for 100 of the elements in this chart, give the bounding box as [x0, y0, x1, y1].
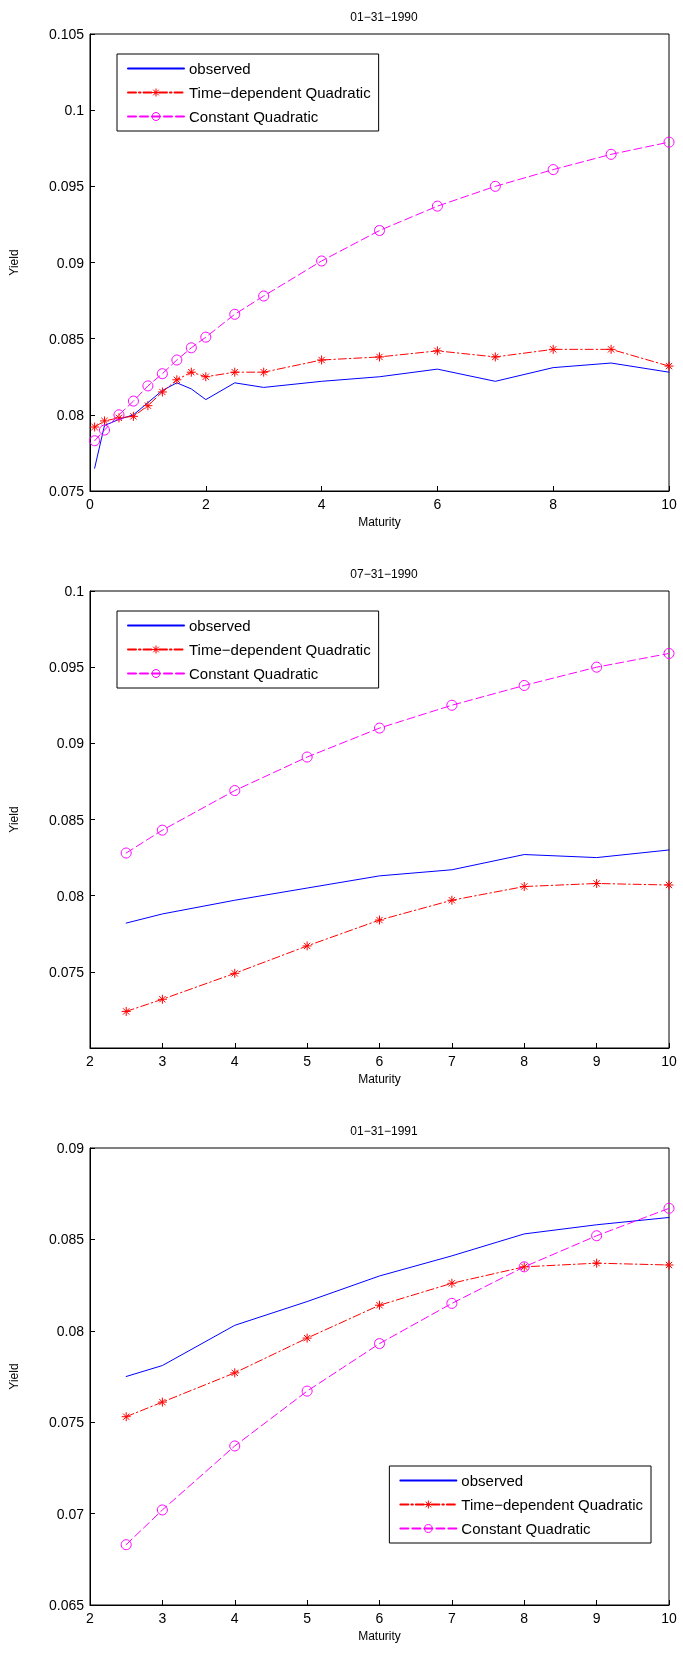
x-tick-label: 3	[158, 1610, 167, 1626]
x-axis-title: Maturity	[358, 1628, 401, 1643]
point	[489, 180, 501, 192]
legend-label: Time−dependent Quadratic	[461, 1496, 644, 1513]
point	[316, 354, 327, 365]
line-series	[125, 1216, 670, 1377]
point	[663, 647, 675, 659]
point	[519, 881, 530, 892]
y-tick-label: 0.08	[56, 406, 85, 423]
point	[157, 994, 168, 1005]
point	[157, 1397, 168, 1408]
point	[518, 679, 530, 691]
point	[98, 424, 110, 436]
y-tick-label: 0.085	[48, 330, 85, 347]
point	[229, 785, 241, 797]
x-tick-label: 9	[592, 1053, 601, 1069]
y-axis-title: Yield	[7, 249, 21, 276]
y-tick-label: 0.095	[48, 178, 85, 195]
point	[605, 148, 617, 160]
chart-title: 01−31−1990	[350, 10, 419, 24]
legend-label: Time−dependent Quadratic	[189, 84, 372, 101]
point	[374, 1338, 385, 1350]
y-tick-label: 0.1	[64, 102, 85, 119]
y-axis-title: Yield	[7, 1363, 21, 1390]
chart-title: 07−31−1990	[350, 567, 419, 581]
point	[89, 422, 100, 433]
x-tick-label: 4	[317, 496, 326, 512]
point	[431, 200, 443, 212]
point	[302, 1333, 313, 1344]
y-tick-label: 0.095	[48, 659, 85, 676]
point	[591, 878, 602, 889]
point	[490, 351, 501, 362]
line-series	[94, 362, 670, 469]
x-tick-label: 2	[201, 496, 210, 512]
y-tick-label: 0.075	[48, 483, 85, 499]
point	[664, 361, 674, 372]
point	[120, 1539, 132, 1551]
y-tick-label: 0.085	[48, 1231, 85, 1248]
point	[432, 345, 443, 356]
point	[302, 940, 313, 951]
line-series	[125, 849, 670, 924]
point	[591, 1230, 603, 1242]
point	[229, 968, 240, 979]
x-tick-label: 6	[433, 496, 442, 512]
y-tick-label: 0.075	[48, 963, 85, 980]
x-tick-label: 8	[520, 1610, 529, 1626]
point	[301, 1385, 313, 1397]
point	[374, 225, 385, 237]
point	[156, 368, 168, 380]
point	[229, 367, 240, 378]
y-tick-label: 0.09	[56, 254, 85, 271]
point	[229, 1367, 240, 1378]
x-tick-label: 10	[661, 1610, 677, 1626]
point	[591, 661, 603, 673]
point	[121, 1006, 132, 1017]
x-tick-label: 6	[375, 1610, 384, 1626]
x-tick-label: 7	[447, 1053, 456, 1069]
point	[142, 380, 154, 392]
point	[121, 1411, 132, 1422]
x-tick-label: 8	[520, 1053, 529, 1069]
point	[142, 400, 153, 411]
point	[258, 367, 269, 378]
point	[200, 331, 212, 343]
point	[374, 351, 385, 362]
point	[606, 344, 617, 355]
y-tick-label: 0.065	[48, 1597, 85, 1613]
legend-label: Constant Quadratic	[189, 108, 319, 125]
x-tick-label: 7	[447, 1610, 456, 1626]
point	[200, 371, 211, 382]
x-axis-title: Maturity	[358, 514, 401, 529]
point	[446, 895, 457, 906]
point	[156, 824, 168, 836]
legend-label: observed	[189, 617, 251, 634]
point	[374, 1300, 385, 1311]
y-tick-label: 0.09	[56, 735, 85, 752]
point	[99, 415, 110, 426]
point	[229, 1440, 241, 1452]
x-tick-label: 9	[592, 1610, 601, 1626]
point	[120, 847, 132, 859]
point	[664, 880, 674, 890]
x-tick-label: 3	[158, 1053, 167, 1069]
x-tick-label: 10	[661, 496, 677, 512]
y-tick-label: 0.09	[56, 1140, 85, 1156]
x-tick-label: 2	[86, 1053, 95, 1069]
y-tick-label: 0.08	[56, 1322, 85, 1339]
point	[185, 342, 197, 354]
point	[664, 1259, 674, 1270]
point	[128, 411, 139, 422]
point	[186, 367, 197, 378]
x-tick-label: 5	[303, 1053, 312, 1069]
point	[301, 751, 313, 763]
legend-label: Constant Quadratic	[189, 665, 319, 682]
point	[446, 699, 458, 711]
y-tick-label: 0.085	[48, 811, 85, 828]
y-tick-label: 0.08	[56, 887, 85, 904]
point	[547, 164, 559, 176]
legend-label: observed	[189, 60, 251, 77]
point	[156, 1504, 168, 1516]
x-tick-label: 0	[86, 496, 95, 512]
x-tick-label: 5	[303, 1610, 312, 1626]
